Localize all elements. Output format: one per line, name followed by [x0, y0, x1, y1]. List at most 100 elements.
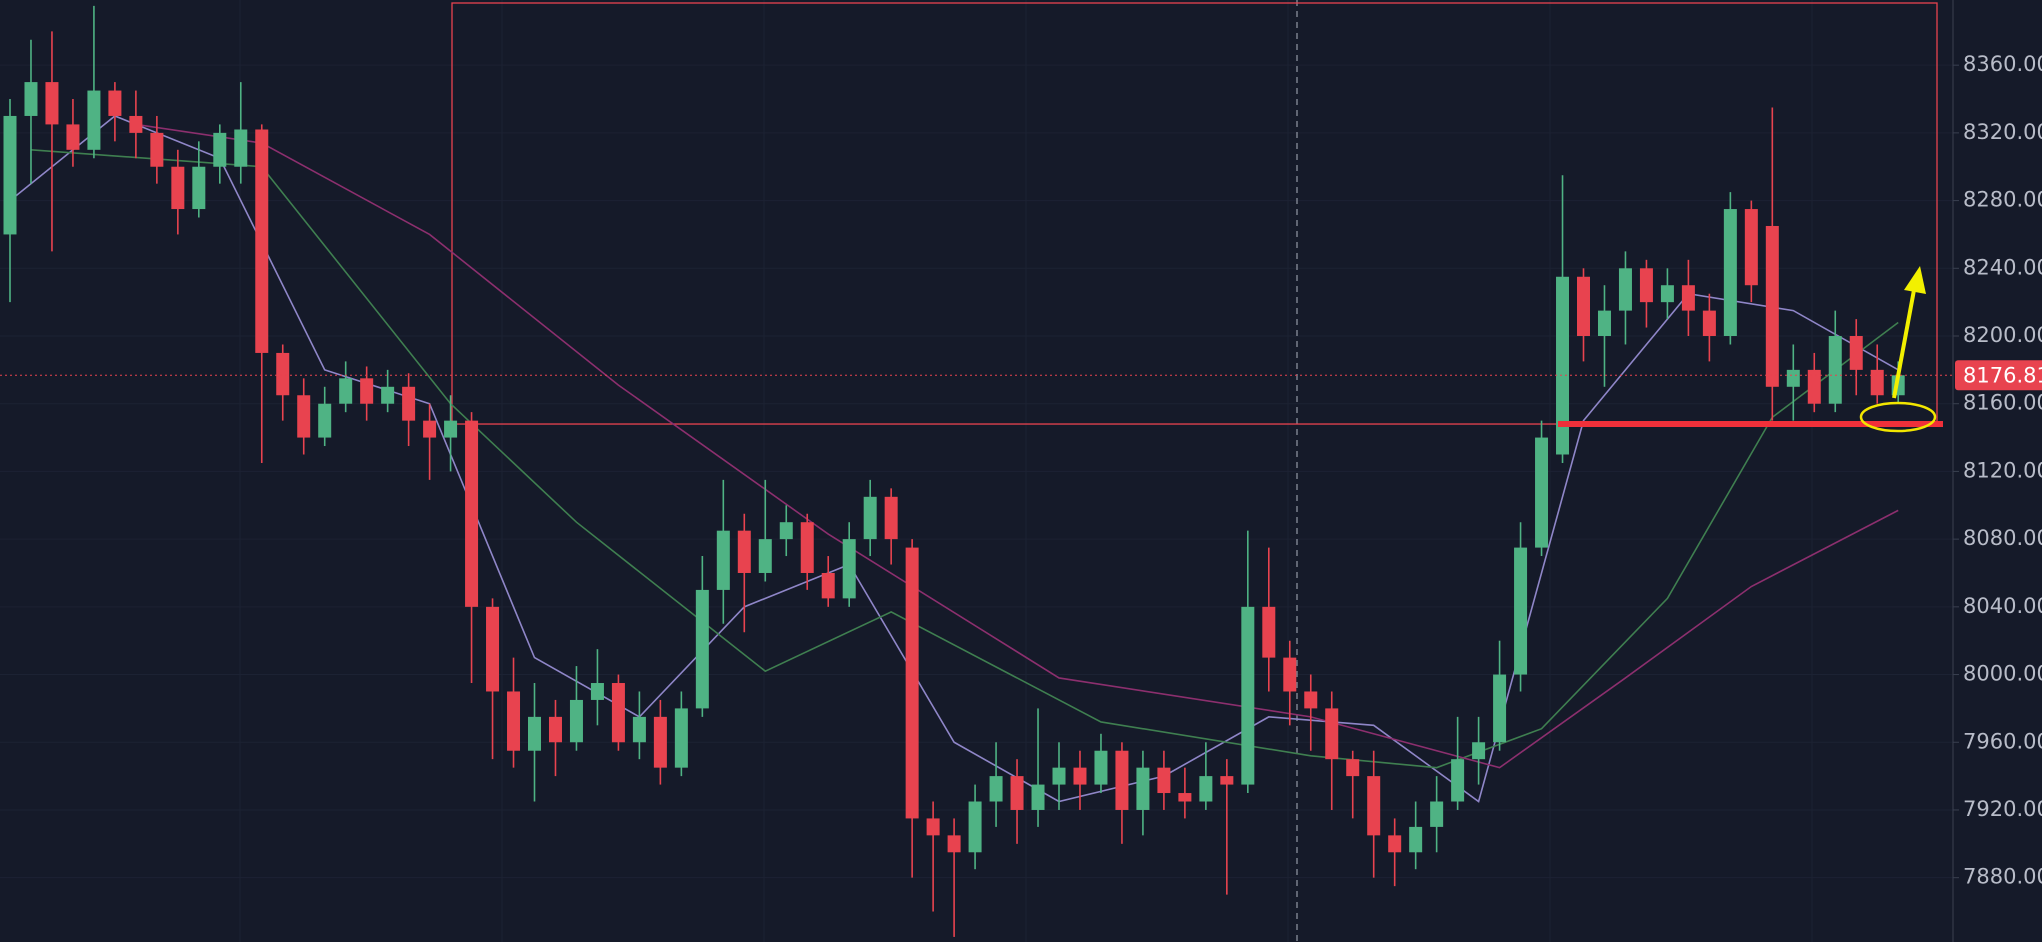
candle-body: [863, 496, 877, 540]
candles: [3, 5, 1905, 937]
candle-body: [66, 124, 80, 150]
y-tick-label: 8320.00: [1963, 120, 2042, 144]
candle-body: [423, 420, 437, 438]
candle-body: [381, 386, 395, 404]
candle-body: [45, 82, 59, 125]
y-tick-label: 7920.00: [1963, 797, 2042, 821]
candle-body: [234, 129, 248, 167]
candle-body: [1136, 767, 1150, 810]
y-tick-label: 8040.00: [1963, 594, 2042, 618]
y-tick-label: 8120.00: [1963, 458, 2042, 482]
candle-body: [486, 606, 500, 692]
candle-body: [507, 691, 521, 751]
y-tick-label: 8360.00: [1963, 52, 2042, 76]
candle-body: [1514, 547, 1528, 675]
moving-average: [135, 123, 1899, 769]
candle-body: [150, 132, 164, 167]
candle-body: [402, 386, 416, 421]
candle-body: [297, 395, 311, 438]
candle-body: [1073, 767, 1087, 785]
grid: [0, 0, 1953, 942]
arrow-head: [1904, 266, 1926, 294]
candle-body: [1388, 835, 1402, 853]
candle-body: [171, 166, 185, 210]
candle-body: [1535, 437, 1549, 548]
candle-body: [1010, 776, 1024, 810]
candle-body: [276, 352, 290, 396]
candle-body: [800, 522, 814, 573]
candle-body: [1115, 750, 1129, 810]
candle-body: [1157, 767, 1171, 794]
candle-body: [1786, 369, 1800, 387]
candle-body: [716, 530, 730, 590]
candle-body: [611, 683, 625, 743]
candle-body: [758, 539, 772, 573]
candle-body: [87, 90, 101, 150]
candle-body: [1304, 691, 1318, 709]
candle-body: [1493, 674, 1507, 743]
candle-body: [1870, 369, 1884, 396]
candle-body: [1346, 759, 1360, 777]
candle-body: [1639, 268, 1653, 303]
candle-body: [1597, 310, 1611, 337]
candle-body: [1367, 776, 1381, 836]
candle-body: [1723, 209, 1737, 337]
candle-body: [192, 166, 206, 210]
y-tick-label: 8240.00: [1963, 255, 2042, 279]
candle-body: [1052, 767, 1066, 785]
annotations-front: [0, 266, 1953, 433]
candle-body: [1765, 225, 1779, 387]
candle-body: [318, 403, 332, 438]
candle-body: [108, 90, 122, 116]
y-tick-label: 8280.00: [1963, 188, 2042, 212]
candle-body: [1577, 276, 1590, 337]
candle-body: [926, 818, 940, 836]
candle-body: [1556, 276, 1570, 455]
axis-background: [1953, 0, 2042, 942]
candle-body: [737, 530, 751, 573]
y-tick-label: 7880.00: [1963, 865, 2042, 889]
highlight-ellipse: [1859, 401, 1937, 433]
range-box: [451, 2, 1938, 425]
candle-body: [213, 132, 227, 167]
candle-body: [1199, 776, 1213, 802]
candle-body: [360, 378, 374, 404]
last-price-box: [1955, 360, 2042, 391]
candle-body: [674, 708, 688, 768]
candle-body: [569, 699, 583, 743]
candle-body: [905, 547, 919, 819]
candle-body: [1451, 759, 1465, 802]
moving-average: [9, 115, 1899, 803]
candle-body: [465, 420, 479, 607]
candle-body: [590, 683, 604, 700]
candle-body: [1409, 826, 1423, 853]
y-tick-label: 8000.00: [1963, 662, 2042, 686]
candle-body: [1094, 750, 1108, 785]
candle-body: [1681, 285, 1695, 311]
candle-body: [3, 115, 17, 235]
candle-body: [528, 716, 541, 751]
candle-body: [1744, 209, 1758, 286]
candle-body: [842, 539, 856, 599]
candle-body: [695, 589, 709, 709]
candle-body: [1660, 285, 1674, 303]
candle-body: [1241, 606, 1255, 785]
y-tick-label: 8080.00: [1963, 526, 2042, 550]
candle-body: [1031, 784, 1045, 810]
candle-body: [632, 716, 646, 743]
candle-body: [947, 835, 961, 853]
candle-body: [255, 129, 269, 353]
candle-body: [1807, 369, 1821, 404]
candle-body: [339, 378, 353, 404]
candle-body: [1472, 742, 1486, 760]
candle-body: [1849, 336, 1863, 370]
candle-body: [1283, 657, 1297, 692]
y-tick-label: 8200.00: [1963, 323, 2042, 347]
y-tick-label: 8160.00: [1963, 391, 2042, 415]
candle-body: [989, 776, 1003, 802]
price-axis: 7880.00 7920.00 7960.00 8000.00 8040.00 8080.…: [1952, 0, 2042, 942]
candle-body: [884, 496, 898, 540]
candle-body: [1430, 801, 1444, 827]
